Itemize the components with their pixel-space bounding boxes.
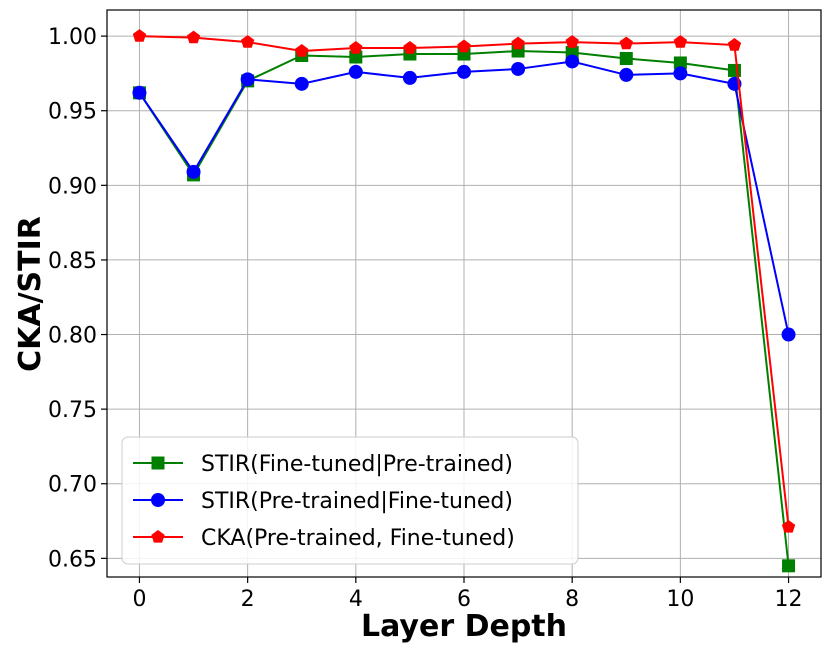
legend-marker-square <box>151 456 165 470</box>
data-point-circle <box>673 66 688 81</box>
data-point-circle <box>781 327 796 342</box>
legend-marker-pentagon <box>151 530 165 543</box>
x-axis-title: Layer Depth <box>361 609 567 644</box>
y-tick-label: 0.95 <box>48 100 97 125</box>
legend-label: CKA(Pre-trained, Fine-tuned) <box>201 526 515 551</box>
x-tick-label: 8 <box>565 587 579 612</box>
x-tick-label: 2 <box>241 587 255 612</box>
y-tick-label: 0.85 <box>48 249 97 274</box>
data-point-circle <box>348 64 363 79</box>
data-point-pentagon <box>295 44 309 57</box>
x-tick-label: 6 <box>457 587 471 612</box>
y-tick-label: 1.00 <box>48 25 97 50</box>
data-point-pentagon <box>619 36 633 50</box>
x-tick-label: 12 <box>775 587 803 612</box>
legend-marker-circle <box>151 493 165 507</box>
data-point-square <box>349 50 363 64</box>
legend: STIR(Fine-tuned|Pre-trained) STIR(Pre-tra… <box>121 436 579 565</box>
legend-label: STIR(Pre-trained|Fine-tuned) <box>201 489 513 514</box>
legend-label: STIR(Fine-tuned|Pre-trained) <box>201 452 513 477</box>
y-tick-label: 0.70 <box>48 473 97 498</box>
legend-entry-pentagon: CKA(Pre-trained, Fine-tuned) <box>133 526 515 551</box>
series-circle <box>132 54 796 342</box>
data-point-square <box>727 63 741 77</box>
legend-entry-circle: STIR(Pre-trained|Fine-tuned) <box>133 489 513 514</box>
series-pentagon <box>132 29 796 533</box>
legend-entries: STIR(Fine-tuned|Pre-trained) STIR(Pre-tra… <box>133 452 515 551</box>
data-point-square <box>619 51 633 65</box>
data-point-circle <box>402 70 417 85</box>
data-point-circle <box>240 72 255 87</box>
data-point-pentagon <box>240 35 255 48</box>
data-point-circle <box>294 76 309 91</box>
axis-ticks: 0 2 4 6 8 10 12 0.65 0.70 0.75 0.80 0.85 0.90 0.95 1.0… <box>48 25 803 612</box>
data-point-circle <box>457 64 471 79</box>
data-point-circle <box>511 61 526 76</box>
data-point-pentagon <box>565 35 579 48</box>
y-tick-label: 0.90 <box>48 174 97 199</box>
data-point-circle <box>565 54 580 69</box>
x-tick-label: 10 <box>666 587 694 612</box>
y-tick-label: 0.75 <box>48 398 97 423</box>
data-point-pentagon <box>781 520 796 533</box>
y-tick-label: 0.65 <box>48 547 97 572</box>
data-point-pentagon <box>457 39 471 53</box>
data-point-circle <box>619 67 634 82</box>
y-tick-label: 0.80 <box>48 324 97 349</box>
grid-lines <box>107 10 821 577</box>
data-point-pentagon <box>132 29 147 42</box>
data-point-pentagon <box>727 38 742 51</box>
data-point-circle <box>186 164 201 179</box>
data-point-square <box>782 559 796 573</box>
data-point-circle <box>132 85 147 100</box>
data-point-pentagon <box>186 30 201 44</box>
data-point-pentagon <box>349 41 363 54</box>
data-point-pentagon <box>403 41 417 54</box>
data-point-square <box>673 56 687 70</box>
series-lines <box>132 29 796 573</box>
x-tick-label: 4 <box>349 587 363 612</box>
data-point-pentagon <box>511 36 525 50</box>
x-tick-label: 0 <box>132 587 146 612</box>
y-axis-title: CKA/STIR <box>13 216 48 372</box>
data-point-pentagon <box>673 35 688 48</box>
legend-entry-square: STIR(Fine-tuned|Pre-trained) <box>133 452 513 477</box>
legend-box <box>121 436 579 565</box>
